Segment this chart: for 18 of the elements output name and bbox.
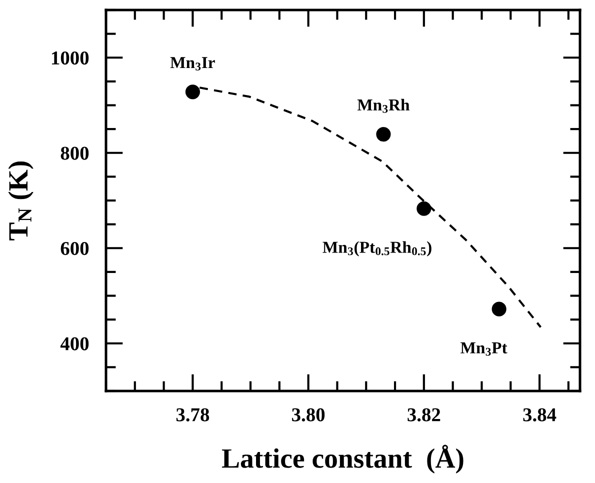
- annotation: Mn$_{3}$Pt: [460, 342, 508, 356]
- point: [185, 84, 200, 100]
- x-tick-label: 3.78: [176, 408, 210, 422]
- y-axis-title: T$_{N}$ (K): [8, 162, 34, 240]
- x-tick-label: 3.80: [292, 408, 325, 422]
- y-tick-label: 400: [60, 337, 89, 350]
- x-tick-label: 3.82: [408, 408, 440, 422]
- point: [376, 127, 391, 142]
- annotation: Mn$_{3}$(Pt$_{0.5}$Rh$_{0.5}$): [322, 241, 432, 256]
- x-tick-label: 3.84: [523, 408, 556, 422]
- annotation: Mn$_{3}$Ir: [170, 57, 215, 70]
- y-tick-label: 800: [60, 146, 89, 160]
- point: [492, 302, 506, 316]
- y-tick-label: 600: [60, 242, 89, 256]
- point: [416, 201, 432, 216]
- y-tick-label: 1000: [52, 51, 89, 65]
- x-axis-title: Lattice constant (Å): [222, 444, 464, 474]
- annotation: Mn$_{3}$Rh: [357, 98, 410, 113]
